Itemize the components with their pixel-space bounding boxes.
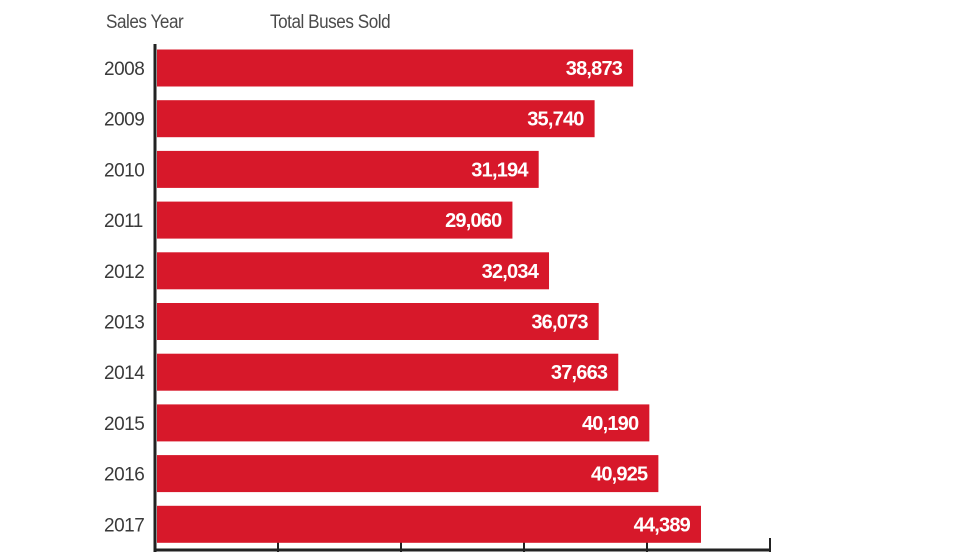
- value-label: 44,389: [634, 514, 691, 536]
- bar-2017: [157, 505, 701, 543]
- bar-2014: [157, 353, 619, 391]
- year-label: 2013: [104, 313, 144, 334]
- year-label: 2008: [104, 59, 144, 80]
- bar-2009: [157, 100, 595, 138]
- value-label: 29,060: [445, 210, 502, 232]
- value-label: 37,663: [551, 362, 608, 384]
- bar-2008: [157, 49, 634, 87]
- bar-2015: [157, 404, 650, 442]
- value-label: 38,873: [566, 58, 623, 80]
- bar-2016: [157, 455, 659, 493]
- year-label: 2009: [104, 110, 144, 131]
- value-label: 35,740: [527, 109, 584, 131]
- year-label: 2010: [104, 160, 144, 181]
- year-label: 2016: [104, 465, 144, 486]
- year-label: 2017: [104, 515, 144, 536]
- bar-2012: [157, 252, 550, 290]
- value-label: 36,073: [531, 312, 588, 334]
- year-label: 2012: [104, 262, 144, 283]
- value-label: 40,925: [591, 464, 648, 486]
- bar-2011: [157, 201, 513, 239]
- value-label: 40,190: [582, 413, 639, 435]
- x-axis-header: Total Buses Sold: [270, 12, 391, 33]
- value-label: 32,034: [482, 261, 540, 283]
- year-label: 2011: [104, 211, 143, 232]
- value-label: 31,194: [471, 159, 529, 181]
- year-label: 2015: [104, 414, 144, 435]
- y-axis-header: Sales Year: [106, 12, 184, 33]
- bar-2013: [157, 303, 599, 340]
- year-label: 2014: [104, 363, 145, 384]
- bar-2010: [157, 150, 539, 188]
